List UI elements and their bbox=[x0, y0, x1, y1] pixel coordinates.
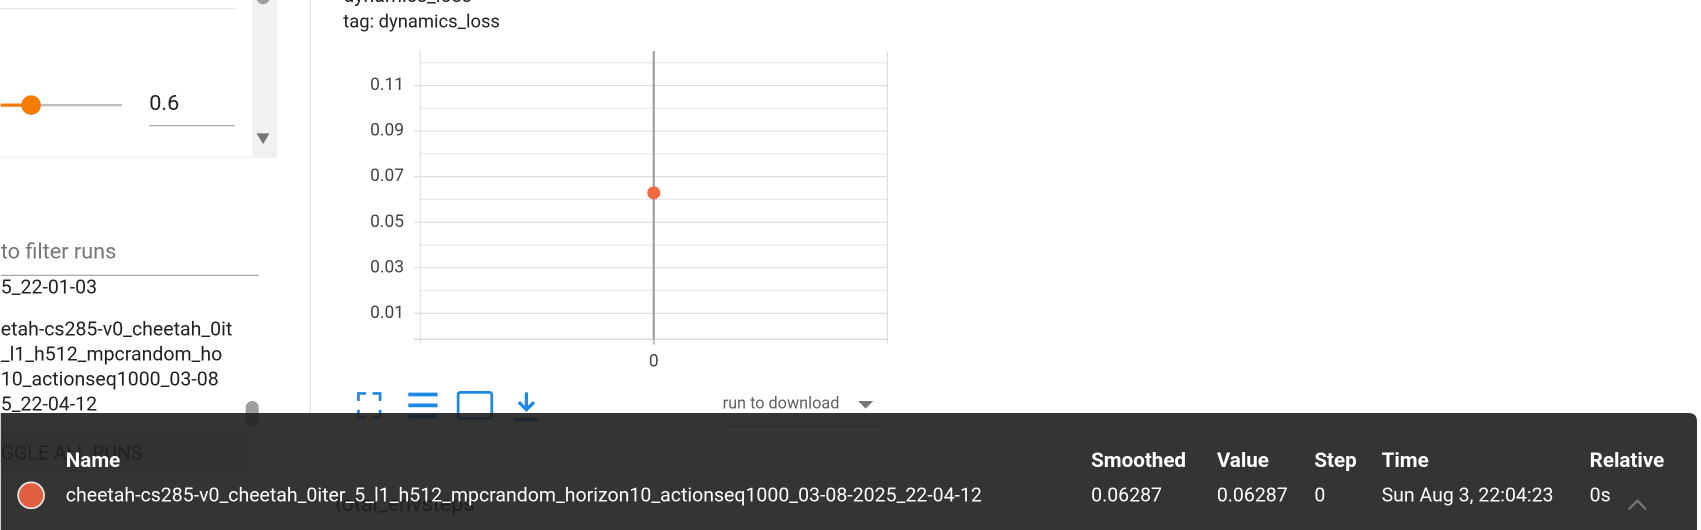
run-label: 10_actionseq1000_03-08 bbox=[1, 368, 219, 391]
cell: 0 bbox=[1314, 484, 1325, 507]
scroll-track bbox=[252, 0, 278, 158]
tooltip bbox=[0, 412, 1697, 530]
column-header: Value bbox=[1217, 449, 1269, 473]
tooltip-table: Name Smoothed Value Step Time Relative cheetah… bbox=[66, 449, 1664, 506]
cell: 0.06287 bbox=[1217, 484, 1288, 507]
download-select[interactable]: run to download bbox=[723, 394, 840, 413]
slider-value[interactable]: 0.6 bbox=[149, 91, 179, 116]
dropdown-arrow[interactable] bbox=[858, 401, 874, 409]
scroll-thumb bbox=[256, 0, 270, 5]
cell: Sun Aug 3, 22:04:23 bbox=[1382, 484, 1554, 507]
column-header: Time bbox=[1382, 449, 1429, 473]
y-tick-label: 0.03 bbox=[370, 257, 404, 277]
scroll-down[interactable] bbox=[256, 133, 270, 145]
column-header: Smoothed bbox=[1091, 449, 1186, 473]
run-label: 5_22-01-03 bbox=[1, 275, 97, 298]
column-header: Name bbox=[66, 449, 120, 473]
fullscreen-icon[interactable] bbox=[357, 392, 382, 419]
run-swatch bbox=[17, 481, 45, 510]
chart: 0.01 0.03 0.05 0.07 0.09 0.11 0 bbox=[370, 50, 888, 372]
y-tick-label: 0.07 bbox=[370, 166, 404, 186]
card-title: dynamics_loss bbox=[343, 0, 472, 7]
y-tick-label: 0.01 bbox=[370, 303, 404, 323]
cell: 0s bbox=[1590, 484, 1611, 507]
filter-input[interactable]: to filter runs bbox=[1, 239, 117, 264]
y-tick-label: 0.09 bbox=[370, 121, 404, 141]
column-header: Relative bbox=[1590, 449, 1665, 473]
cell: 0.06287 bbox=[1091, 484, 1162, 507]
run-label: _l1_h512_mpcrandom_ho bbox=[1, 343, 222, 366]
column-header: Step bbox=[1314, 449, 1356, 473]
run-label: etah-cs285-v0_cheetah_0it bbox=[1, 318, 232, 341]
y-tick-label: 0.05 bbox=[370, 212, 404, 232]
y-tick-label: 0.11 bbox=[370, 75, 404, 95]
run-label: 5_22-04-12 bbox=[1, 393, 97, 416]
x-tick-label: 0 bbox=[649, 352, 659, 372]
data-point bbox=[647, 186, 661, 200]
run-list: 5_22-01-03 etah-cs285-v0_cheetah_0it_l1_h… bbox=[1, 275, 232, 415]
cell: cheetah-cs285-v0_cheetah_0iter_5_l1_h512… bbox=[66, 484, 982, 507]
collapse-icon[interactable] bbox=[1627, 499, 1647, 511]
card-tag: tag: dynamics_loss bbox=[343, 12, 500, 33]
slider-thumb[interactable] bbox=[21, 95, 41, 115]
